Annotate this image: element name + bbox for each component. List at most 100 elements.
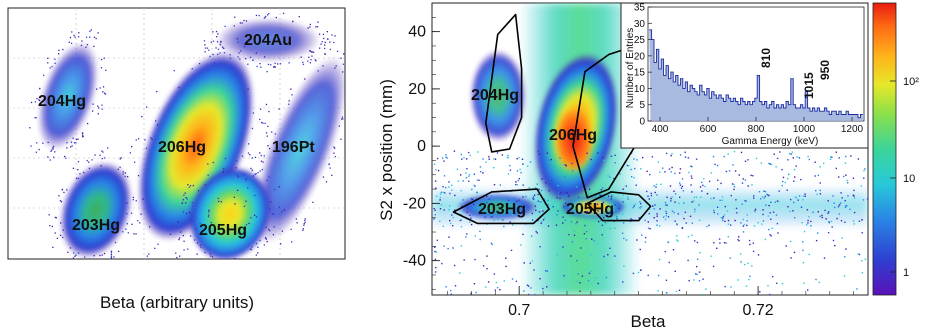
scatter-point — [435, 187, 437, 190]
scatter-point — [639, 201, 641, 203]
inset-y-tick-label: 15 — [634, 68, 646, 79]
scatter-point — [531, 260, 534, 262]
scatter-point — [535, 230, 537, 233]
scatter-point — [134, 161, 136, 163]
scatter-point — [66, 142, 68, 144]
scatter-point — [612, 212, 614, 214]
scatter-point — [348, 119, 349, 120]
scatter-point — [510, 249, 513, 251]
scatter-point — [462, 199, 464, 201]
island-205Hg — [188, 167, 272, 259]
scatter-point — [62, 236, 64, 239]
scatter-point — [461, 158, 463, 160]
scatter-point — [119, 166, 121, 168]
scatter-point — [806, 209, 809, 211]
scatter-point — [554, 160, 557, 162]
scatter-point — [533, 194, 536, 196]
scatter-point — [793, 168, 796, 171]
scatter-point — [70, 42, 73, 44]
scatter-point — [601, 224, 604, 226]
scatter-point — [632, 206, 634, 209]
scatter-point — [482, 265, 485, 267]
scatter-point — [182, 199, 184, 201]
scatter-point — [653, 217, 655, 219]
scatter-point — [314, 59, 316, 61]
scatter-point — [654, 191, 656, 194]
scatter-point — [520, 244, 522, 246]
scatter-point — [737, 238, 739, 241]
scatter-point — [845, 205, 847, 207]
scatter-point — [536, 232, 538, 234]
right-axis-ticks: 40 20 0 -20 -40 0.7 0.72 — [403, 2, 854, 319]
scatter-point — [77, 169, 79, 171]
scatter-point — [670, 171, 672, 173]
scatter-point — [271, 131, 273, 133]
scatter-point — [252, 59, 254, 61]
scatter-point — [217, 33, 219, 35]
island-203Hg — [59, 161, 133, 259]
scatter-point — [815, 239, 818, 242]
scatter-point — [183, 249, 185, 251]
scatter-point — [613, 177, 615, 180]
scatter-point — [720, 182, 722, 185]
scatter-point — [273, 213, 275, 215]
scatter-point — [445, 154, 447, 156]
scatter-point — [821, 214, 823, 217]
scatter-point — [443, 245, 445, 247]
scatter-point — [328, 163, 330, 166]
scatter-point — [482, 158, 484, 160]
z-tick-label: 10² — [903, 76, 919, 88]
scatter-point — [626, 164, 629, 167]
scatter-point — [499, 184, 501, 186]
scatter-point — [713, 197, 715, 199]
scatter-point — [861, 232, 863, 234]
island-196Pt — [253, 56, 345, 244]
scatter-point — [559, 157, 561, 159]
scatter-point — [486, 202, 488, 204]
scatter-point — [621, 232, 624, 234]
scatter-point — [713, 209, 715, 212]
scatter-point — [722, 215, 725, 218]
scatter-point — [81, 133, 84, 135]
scatter-point — [460, 226, 463, 228]
scatter-point — [110, 250, 113, 252]
scatter-point — [223, 168, 225, 170]
scatter-point — [600, 189, 603, 191]
scatter-point — [292, 20, 294, 23]
scatter-point — [641, 234, 643, 236]
scatter-point — [631, 176, 633, 178]
left-x-axis-title: Beta (arbitrary units) — [100, 293, 254, 312]
scatter-point — [495, 281, 498, 284]
scatter-point — [793, 251, 796, 254]
scatter-point — [656, 194, 658, 196]
label-205Hg: 205Hg — [199, 222, 247, 239]
scatter-point — [197, 190, 200, 192]
scatter-point — [66, 147, 68, 149]
scatter-point — [433, 218, 435, 220]
scatter-point — [78, 36, 80, 38]
scatter-point — [581, 275, 584, 277]
scatter-point — [622, 201, 624, 203]
scatter-point — [169, 233, 172, 235]
scatter-point — [627, 196, 629, 198]
scatter-point — [843, 175, 845, 178]
scatter-point — [572, 182, 574, 184]
scatter-point — [844, 200, 846, 202]
scatter-point — [616, 217, 618, 220]
scatter-point — [754, 208, 757, 211]
scatter-point — [674, 270, 676, 272]
scatter-point — [316, 26, 319, 28]
scatter-point — [127, 232, 129, 234]
scatter-point — [133, 233, 135, 235]
scatter-point — [113, 256, 115, 258]
scatter-point — [785, 245, 787, 247]
scatter-point — [268, 13, 270, 15]
scatter-point — [187, 248, 189, 250]
scatter-point — [357, 68, 358, 69]
scatter-point — [49, 225, 51, 227]
scatter-point — [137, 220, 139, 222]
scatter-point — [838, 213, 841, 215]
scatter-point — [759, 291, 761, 293]
scatter-point — [278, 108, 280, 110]
scatter-point — [259, 239, 261, 242]
